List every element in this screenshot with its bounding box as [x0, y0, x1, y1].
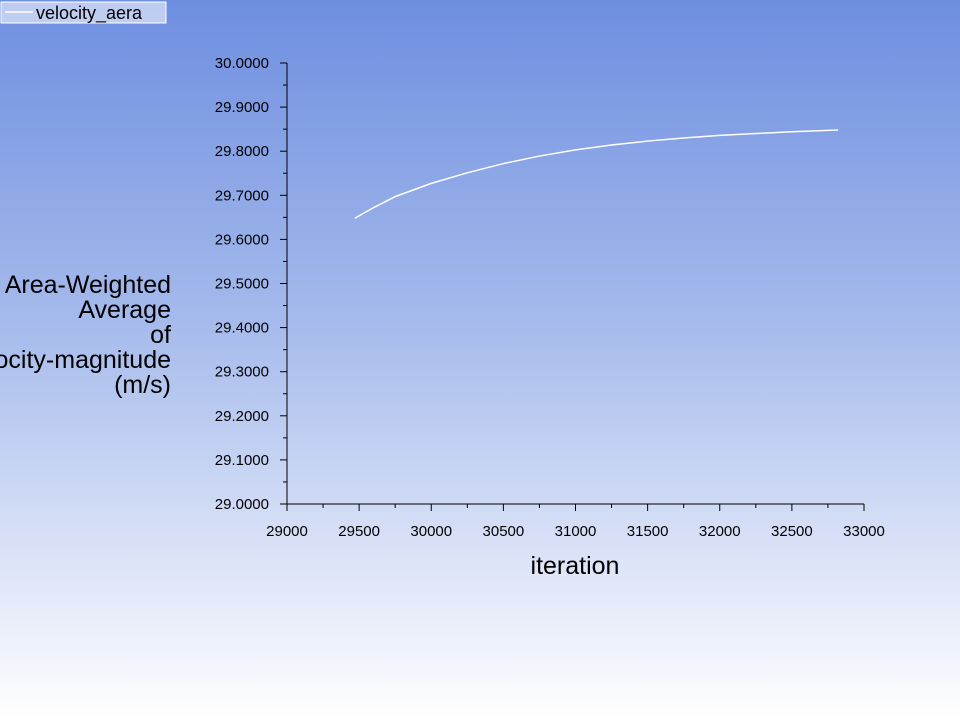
- plot-area: [354, 129, 839, 219]
- y-axis-title-line: Velocity-magnitude: [0, 346, 171, 374]
- y-axis-title: Area-WeightedAverageofVelocity-magnitude…: [0, 271, 171, 399]
- y-tick-label: 29.2000: [215, 408, 269, 425]
- x-tick-label: 32500: [771, 523, 813, 540]
- y-tick-label: 29.8000: [215, 143, 269, 160]
- legend-box: [0, 1, 167, 24]
- x-tick-label: 32000: [699, 523, 741, 540]
- y-axis-title-line: (m/s): [114, 371, 171, 399]
- y-tick-label: 29.4000: [215, 320, 269, 337]
- x-tick-label: 29500: [338, 523, 380, 540]
- y-tick-label: 29.6000: [215, 231, 269, 248]
- x-tick-label: 33000: [843, 523, 885, 540]
- y-axis-title-line: Area-Weighted: [5, 271, 171, 299]
- x-tick-label: 31000: [555, 523, 597, 540]
- x-ticks: 29000 29500 30000 30500 31000 31500 32000 32500…: [266, 504, 885, 540]
- y-axis-title-line: of: [150, 321, 171, 349]
- legend: velocity_aera: [0, 1, 167, 24]
- axes: [286, 63, 864, 505]
- x-tick-label: 30000: [410, 523, 452, 540]
- y-tick-label: 29.0000: [215, 496, 269, 513]
- y-tick-label: 29.1000: [215, 452, 269, 469]
- y-ticks: 29.0000 29.1000 29.2000 29.3000 29.4000 29.50…: [215, 55, 287, 513]
- x-tick-label: 29000: [266, 523, 308, 540]
- legend-entry-velocity-aera: velocity_aera: [36, 3, 143, 24]
- x-axis-title: iteration: [531, 552, 620, 580]
- series-line-velocity-aera: [354, 129, 839, 219]
- x-tick-label: 30500: [483, 523, 525, 540]
- y-tick-label: 30.0000: [215, 55, 269, 72]
- y-tick-label: 29.3000: [215, 364, 269, 381]
- x-tick-label: 31500: [627, 523, 669, 540]
- y-tick-label: 29.7000: [215, 187, 269, 204]
- y-axis-title-line: Average: [78, 296, 171, 324]
- y-tick-label: 29.5000: [215, 276, 269, 293]
- y-tick-label: 29.9000: [215, 99, 269, 116]
